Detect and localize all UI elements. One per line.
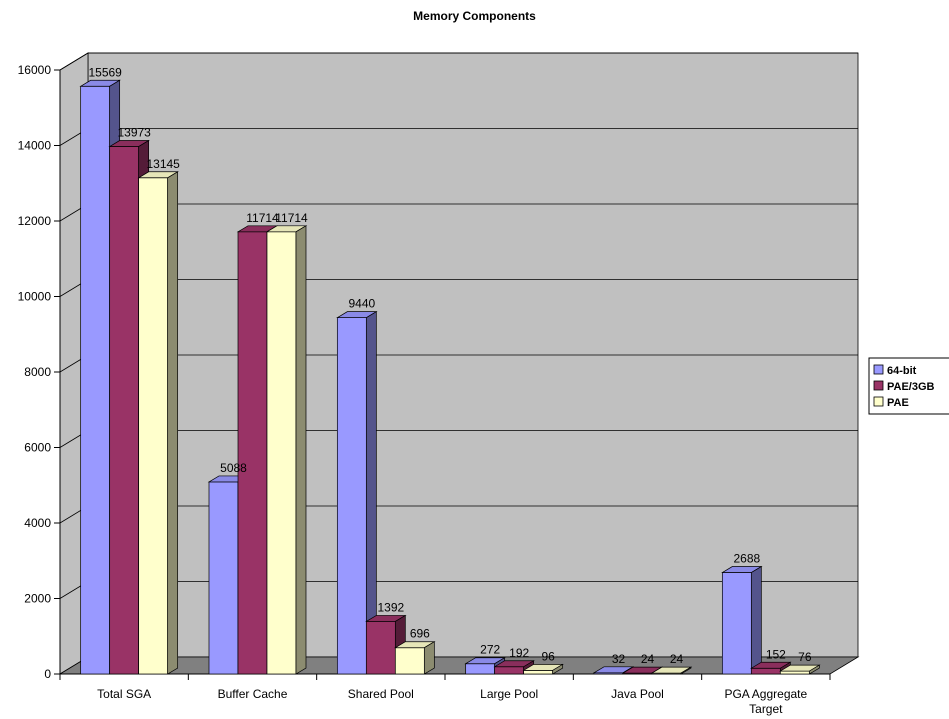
data-label: 192 <box>509 646 529 660</box>
bar <box>365 621 396 675</box>
y-tick-label: 2000 <box>24 592 51 606</box>
data-label: 24 <box>670 652 684 666</box>
bar <box>465 663 496 675</box>
data-label: 24 <box>641 652 655 666</box>
legend-label: PAE/3GB <box>887 381 935 393</box>
bar-side <box>808 664 820 675</box>
data-label: 13145 <box>146 157 180 171</box>
y-tick-label: 14000 <box>18 139 52 153</box>
bar <box>779 670 810 675</box>
bar-side <box>750 565 762 675</box>
bar <box>109 146 140 675</box>
y-tick-label: 12000 <box>18 214 52 228</box>
data-label: 5088 <box>220 461 247 475</box>
y-tick-label: 4000 <box>24 516 51 530</box>
data-label: 2688 <box>733 552 760 566</box>
bar <box>494 666 525 675</box>
bar-side <box>295 225 307 675</box>
legend-swatch <box>873 380 884 391</box>
x-tick-label: Large Pool <box>480 687 538 701</box>
axes: 0 2000 4000 6000 8000 10000 12000 14000 16000 Tot… <box>18 63 831 716</box>
y-tick-label: 6000 <box>24 441 51 455</box>
bar <box>266 231 297 675</box>
bar-side <box>423 641 435 675</box>
data-label: 13973 <box>117 126 151 140</box>
bar <box>523 670 554 675</box>
x-tick-label: PGA Aggregate Target <box>724 687 807 716</box>
data-label: 696 <box>410 627 430 641</box>
data-label: 152 <box>766 647 786 661</box>
y-tick-label: 0 <box>44 667 51 681</box>
data-label: 32 <box>612 652 626 666</box>
data-label: 11714 <box>246 211 279 225</box>
bar-side <box>680 666 692 675</box>
bar <box>237 231 268 675</box>
x-tick-label: Java Pool <box>611 687 664 701</box>
bar <box>138 177 169 675</box>
y-tick-label: 8000 <box>24 365 51 379</box>
legend-label: PAE <box>887 397 909 409</box>
data-label: 15569 <box>88 65 122 79</box>
bar <box>336 317 367 675</box>
data-label: 272 <box>480 643 500 657</box>
data-label: 76 <box>798 650 812 664</box>
x-tick-label: Buffer Cache <box>218 687 288 701</box>
y-tick-label: 16000 <box>18 63 52 77</box>
bars <box>79 79 821 675</box>
x-tick-label: Total SGA <box>97 687 151 701</box>
legend-swatch <box>873 396 884 407</box>
data-label: 96 <box>541 649 555 663</box>
y-tick-label: 10000 <box>18 290 52 304</box>
bar <box>80 85 111 675</box>
x-tick-label: Shared Pool <box>348 687 414 701</box>
bar <box>750 667 781 675</box>
data-label: 9440 <box>348 297 375 311</box>
bar-side <box>552 663 564 675</box>
data-label: 1392 <box>377 600 404 614</box>
bar-side <box>167 171 179 675</box>
bar <box>721 572 752 675</box>
legend: 64-bit PAE/3GB PAE <box>868 357 949 415</box>
chart-title: Memory Components <box>413 9 536 23</box>
legend-swatch <box>873 364 884 375</box>
data-label: 11714 <box>275 211 308 225</box>
gridline <box>59 52 89 71</box>
legend-label: 64-bit <box>887 365 917 377</box>
bar <box>394 647 425 675</box>
bar <box>208 481 239 675</box>
